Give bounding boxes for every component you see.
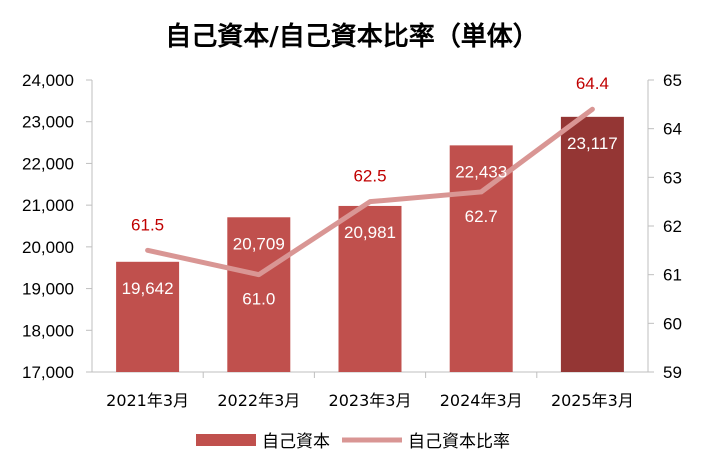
category-label: 2021年3月 (106, 391, 189, 410)
legend-bar-label: 自己資本 (262, 432, 330, 452)
right-tick-label: 63 (663, 168, 682, 187)
bar (227, 217, 291, 372)
category-label: 2025年3月 (551, 391, 634, 410)
right-tick-label: 59 (663, 363, 682, 382)
ratio-value-label: 62.5 (353, 167, 386, 186)
category-label: 2024年3月 (440, 391, 523, 410)
ratio-value-label: 61.0 (242, 290, 275, 309)
bar-value-label: 20,709 (233, 234, 285, 253)
bars (116, 116, 624, 373)
bar (338, 205, 402, 372)
category-label: 2022年3月 (217, 391, 300, 410)
bar-value-label: 19,642 (122, 279, 174, 298)
left-tick-label: 19,000 (22, 280, 74, 299)
bar-value-label: 20,981 (344, 223, 396, 242)
right-tick-label: 64 (663, 120, 682, 139)
left-tick-label: 21,000 (22, 196, 74, 215)
ratio-line (145, 106, 595, 278)
left-tick-label: 22,000 (22, 154, 74, 173)
left-tick-label: 17,000 (22, 363, 74, 382)
left-tick-label: 18,000 (22, 321, 74, 340)
bar (560, 116, 624, 373)
right-tick-label: 65 (663, 71, 682, 90)
bar-value-label: 23,117 (567, 134, 618, 153)
data-labels: 19,642 20,709 20,981 22,433 23,117 61.5 61.0 62… (122, 74, 618, 308)
ratio-value-label: 61.5 (131, 215, 164, 234)
right-tick-label: 60 (663, 314, 682, 333)
bar-value-label: 22,433 (455, 162, 507, 181)
left-tick-label: 24,000 (22, 71, 74, 90)
ratio-line-path (145, 106, 595, 278)
ratio-value-label: 64.4 (576, 74, 609, 93)
legend-bar-swatch (196, 434, 256, 446)
left-tick-label: 20,000 (22, 238, 74, 257)
left-tick-label: 23,000 (22, 113, 74, 132)
right-tick-label: 61 (663, 266, 682, 285)
bar (449, 145, 513, 372)
chart-title: 自己資本/自己資本比率（単体） (165, 21, 539, 52)
legend-line-label: 自己資本比率 (408, 432, 510, 452)
right-tick-label: 62 (663, 217, 682, 236)
legend: 自己資本 自己資本比率 (196, 432, 510, 452)
category-label: 2023年3月 (329, 391, 412, 410)
ratio-value-label: 62.7 (465, 207, 498, 226)
bar (116, 261, 180, 372)
axes: 17,000 18,000 19,000 20,000 21,000 22,000 23,0… (22, 71, 682, 410)
